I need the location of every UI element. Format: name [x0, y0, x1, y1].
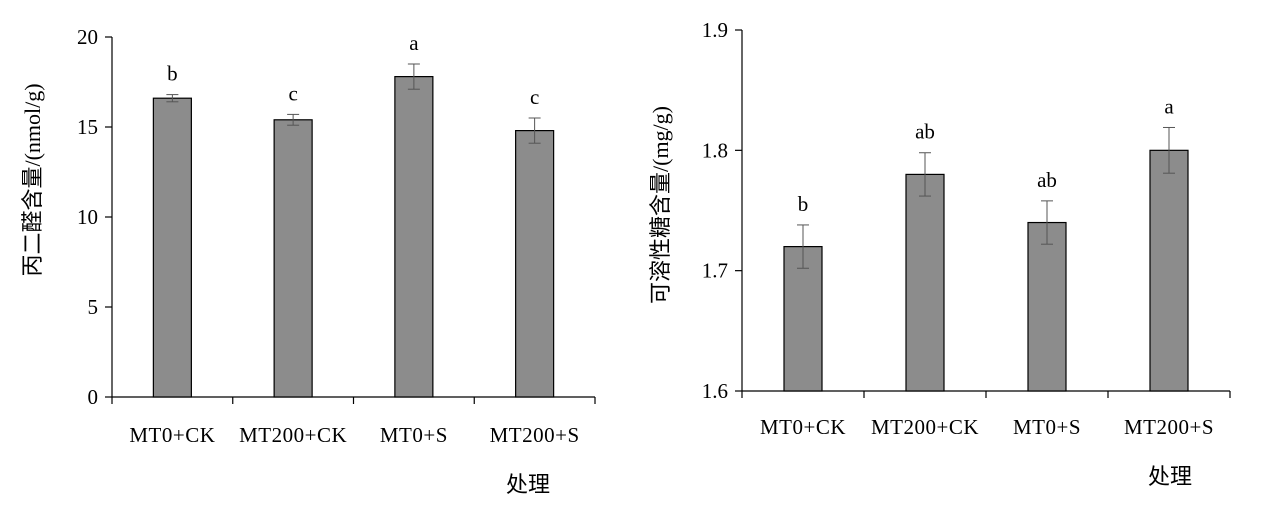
x-tick-label: MT0+CK: [129, 423, 215, 447]
bar: [152, 97, 192, 398]
bar: [515, 130, 555, 398]
y-tick-label: 15: [77, 115, 98, 139]
significance-label: c: [530, 85, 539, 109]
mda-chart: 0 5 10 15 20 b MT0+CK c MT200+CK a MT0+S c MT200+S 处理…: [20, 25, 596, 497]
soluble-sugar-chart: 1.6 1.7 1.8 1.9 b MT0+CK ab MT200+CK ab MT0+S a MT2…: [648, 18, 1231, 489]
y-tick-label: 1.7: [702, 259, 728, 283]
x-tick-label: MT200+S: [1124, 415, 1214, 439]
significance-label: ab: [1037, 168, 1057, 192]
bar: [905, 173, 945, 392]
y-tick-label: 10: [77, 205, 98, 229]
bar: [1027, 221, 1067, 392]
x-tick-label: MT200+CK: [239, 423, 347, 447]
significance-label: a: [1164, 94, 1174, 118]
significance-label: a: [409, 31, 419, 55]
y-axis-title: 丙二醛含量/(nmol/g): [20, 83, 45, 276]
x-tick-label: MT200+CK: [871, 415, 979, 439]
bar: [273, 119, 313, 398]
significance-label: b: [798, 192, 809, 216]
x-tick-label: MT0+CK: [760, 415, 846, 439]
significance-label: c: [288, 81, 297, 105]
significance-label: b: [167, 62, 178, 86]
y-axis-title: 可溶性糖含量/(mg/g): [648, 106, 673, 304]
x-axis-title: 处理: [1148, 464, 1192, 489]
y-tick-label: 0: [88, 385, 99, 409]
y-tick-label: 20: [77, 25, 98, 49]
y-tick-label: 1.6: [702, 379, 728, 403]
x-axis-title: 处理: [506, 472, 550, 497]
x-tick-label: MT0+S: [1013, 415, 1081, 439]
x-tick-label: MT200+S: [490, 423, 580, 447]
bar: [1149, 149, 1189, 392]
y-tick-label: 5: [88, 295, 99, 319]
y-tick-label: 1.8: [702, 138, 728, 162]
y-tick-label: 1.9: [702, 18, 728, 42]
bar: [394, 75, 434, 398]
x-tick-label: MT0+S: [380, 423, 448, 447]
significance-label: ab: [915, 120, 935, 144]
